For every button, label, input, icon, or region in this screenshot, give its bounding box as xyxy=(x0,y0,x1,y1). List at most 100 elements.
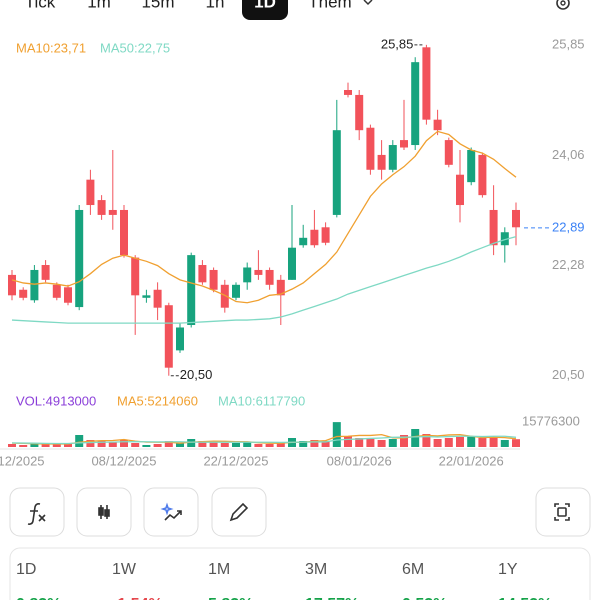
volume-bar xyxy=(19,445,28,447)
candle-body xyxy=(478,154,487,196)
ma-line xyxy=(11,235,517,324)
volume-bar xyxy=(243,442,252,447)
candle-body xyxy=(332,130,341,215)
tab[interactable]: 1h xyxy=(206,0,225,11)
volume-bar xyxy=(187,439,196,447)
candle-body xyxy=(176,327,184,351)
pencil-icon xyxy=(229,502,249,522)
candle-body xyxy=(388,145,397,170)
tab[interactable]: Thêm xyxy=(308,0,351,11)
candle-body xyxy=(288,247,296,280)
volume-bar xyxy=(422,434,431,447)
candle-body xyxy=(243,267,252,283)
candle-icon-body xyxy=(104,509,110,517)
volume-bar xyxy=(52,443,61,447)
candle-body xyxy=(265,269,274,285)
candle-body xyxy=(187,255,196,326)
candle-body xyxy=(321,227,330,243)
settings-icon[interactable] xyxy=(556,0,570,10)
candle-body xyxy=(276,279,285,296)
tab[interactable]: 1m xyxy=(87,0,111,11)
tool-button[interactable] xyxy=(211,487,267,537)
volume-bar xyxy=(377,440,386,447)
volume-bar xyxy=(444,438,453,447)
volume-bar xyxy=(153,444,162,447)
volume-bar xyxy=(86,440,95,447)
candle-body xyxy=(86,179,95,206)
period-label: 1M xyxy=(208,561,230,578)
candle-body xyxy=(209,269,218,290)
candle-body xyxy=(8,274,16,296)
candle-body xyxy=(131,257,140,296)
period-change: 0.53% xyxy=(402,596,447,600)
volume-bar xyxy=(321,441,330,447)
ai-icon xyxy=(164,510,182,521)
x-tick-label: 22/12/2025 xyxy=(203,453,268,468)
y-tick-label: 20,50 xyxy=(552,367,585,382)
period-label: 3M xyxy=(305,561,327,578)
period-label: 1W xyxy=(112,561,137,578)
volume-bar xyxy=(75,435,84,447)
period-change: 0.83% xyxy=(16,596,61,600)
volume-ma-line xyxy=(11,435,517,445)
y-tick-label: 25,85 xyxy=(552,36,585,51)
min-label: 20,50 xyxy=(180,367,213,382)
volume-bar xyxy=(142,445,151,447)
candle-body xyxy=(220,284,229,308)
current-price-label: 22,89 xyxy=(552,219,585,234)
volume-bar xyxy=(97,441,106,447)
tool-button[interactable] xyxy=(535,487,591,537)
tool-button[interactable] xyxy=(9,487,65,537)
candle-body xyxy=(75,209,84,308)
volume-bar xyxy=(299,441,308,447)
volume-bar xyxy=(366,439,375,447)
candle-body xyxy=(489,209,498,246)
period-label: 1Y xyxy=(498,561,518,578)
volume-bar xyxy=(400,435,408,447)
x-tick-label: 08/12/2025 xyxy=(91,453,156,468)
scan-icon-center xyxy=(557,507,567,517)
tab[interactable]: 15m xyxy=(141,0,174,11)
legend-entry: MA10:6117790 xyxy=(218,393,305,408)
volume-bar xyxy=(344,436,352,447)
volume-bar xyxy=(388,439,397,447)
volume-bar xyxy=(120,440,128,447)
candle-body xyxy=(433,119,442,131)
candle-body xyxy=(299,237,308,246)
period-change: 17.57% xyxy=(305,596,359,600)
volume-bar xyxy=(30,444,39,447)
volume-bar xyxy=(198,441,207,447)
candle-body xyxy=(108,209,117,215)
candle-body xyxy=(310,229,319,246)
candle-body xyxy=(41,265,50,280)
volume-bar xyxy=(209,442,218,447)
candle-body xyxy=(500,232,509,246)
tab[interactable]: Tick xyxy=(25,0,56,11)
y-tick-label: 22,28 xyxy=(552,257,585,272)
x-tick-label: 01/12/2025 xyxy=(0,453,45,468)
tool-button[interactable] xyxy=(76,487,132,537)
volume-bar xyxy=(467,436,476,447)
period-change: 14.52% xyxy=(498,596,552,600)
volume-bar xyxy=(176,443,184,447)
candle-body xyxy=(377,154,386,170)
volume-bar xyxy=(355,438,364,447)
volume-bar xyxy=(276,443,285,447)
volume-bar xyxy=(265,444,274,447)
volume-bar xyxy=(332,422,341,447)
selected-tab-bg[interactable] xyxy=(242,0,288,20)
candle-body xyxy=(142,295,151,298)
volume-bar xyxy=(254,444,263,447)
volume-bar xyxy=(456,437,464,447)
candle-body xyxy=(400,140,408,148)
volume-bar xyxy=(512,439,520,447)
max-label: 25,85 xyxy=(381,36,414,51)
volume-bar xyxy=(310,440,319,447)
candle-body xyxy=(97,200,106,215)
tool-button[interactable] xyxy=(143,487,199,537)
candle-body xyxy=(19,289,28,298)
candle-body xyxy=(153,289,162,308)
period-change: 5.83% xyxy=(208,596,253,600)
tab[interactable]: 1D xyxy=(254,0,276,11)
